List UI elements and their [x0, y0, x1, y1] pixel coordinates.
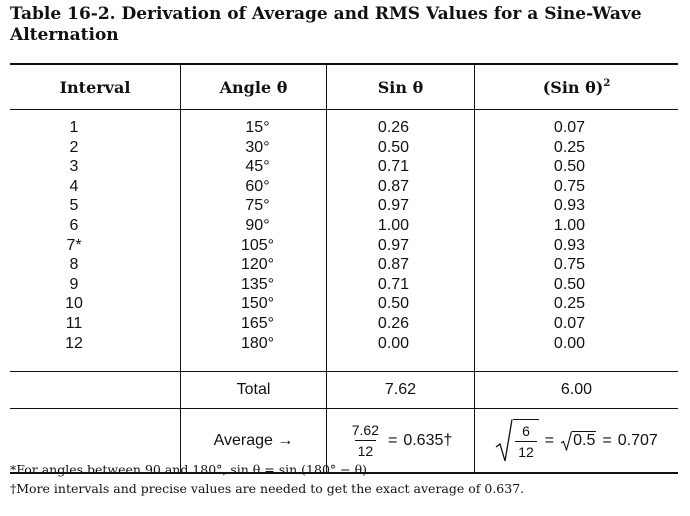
- angle-column: 15° 30° 45° 60° 75° 90° 105° 120° 135° 1…: [180, 110, 326, 371]
- average-sin-denominator: 12: [354, 440, 377, 459]
- average-sin-numerator: 7.62: [351, 422, 379, 438]
- angle-cell: 165°: [240, 314, 275, 332]
- sin-squared-cell: 1.00: [553, 216, 586, 234]
- interval-column: 1 2 3 4 5 6 7* 8 9 10 11 12: [10, 110, 180, 371]
- angle-cell: 180°: [240, 334, 275, 352]
- total-empty-cell: [10, 372, 180, 408]
- sin-cell: 0.97: [377, 236, 410, 254]
- sin-squared-cell: 0.75: [553, 256, 586, 274]
- table-footnotes: *For angles between 90 and 180°, sin θ =…: [10, 460, 680, 498]
- sin-cell: 0.26: [377, 119, 410, 136]
- average-sin-fraction: 7.62 12: [349, 422, 382, 459]
- sin-squared-cell: 0.50: [553, 275, 586, 293]
- sin-cell: 0.97: [377, 197, 410, 215]
- equals-sign: =: [387, 431, 398, 449]
- sin-cell: 0.87: [377, 256, 410, 274]
- rms-radicand: 6 12: [513, 418, 539, 463]
- interval-cell: 2: [69, 138, 79, 156]
- interval-cell: 4: [69, 177, 79, 195]
- angle-cell: 15°: [245, 119, 270, 136]
- rms-result: 0.707: [617, 431, 658, 449]
- angle-cell: 45°: [245, 158, 270, 176]
- interval-cell: 5: [69, 197, 79, 215]
- angle-cell: 105°: [240, 236, 275, 254]
- header-interval: Interval: [59, 77, 131, 97]
- radical-sign-icon: [560, 430, 573, 451]
- angle-cell: 60°: [245, 177, 270, 195]
- interval-cell: 1: [69, 119, 79, 136]
- average-sin-formula: 7.62 12 = 0.635†: [326, 409, 474, 472]
- angle-cell: 90°: [245, 216, 270, 234]
- interval-cell: 6: [69, 216, 79, 234]
- rms-square-root: 6 12: [495, 418, 539, 463]
- footnote-1: *For angles between 90 and 180°, sin θ =…: [10, 462, 371, 477]
- table-data-rows: 1 2 3 4 5 6 7* 8 9 10 11 12 15° 30° 45° …: [10, 110, 678, 372]
- sin-squared-cell: 0.25: [553, 138, 586, 156]
- sin-squared-cell: 0.75: [553, 177, 586, 195]
- equals-sign: =: [544, 431, 555, 449]
- angle-cell: 150°: [240, 295, 275, 313]
- small-square-root: 0.5: [560, 430, 597, 451]
- interval-cell: 9: [69, 275, 79, 293]
- sin-squared-column: 0.07 0.25 0.50 0.75 0.93 1.00 0.93 0.75 …: [474, 110, 678, 371]
- total-sin: 7.62: [326, 372, 474, 408]
- sin-cell: 0.71: [377, 275, 410, 293]
- rms-formula: 6 12 = 0.5 = 0.707: [474, 409, 678, 472]
- average-label: Average →: [180, 409, 326, 472]
- caption-line-2: Alternation: [10, 25, 119, 45]
- rms-numerator: 6: [522, 422, 530, 439]
- total-sin-squared: 6.00: [474, 372, 678, 408]
- total-label: Total: [180, 372, 326, 408]
- angle-cell: 30°: [245, 138, 270, 156]
- header-sin-squared-exponent: 2: [603, 77, 611, 89]
- sin-cell: 0.50: [377, 138, 410, 156]
- caption-line-1: Table 16-2. Derivation of Average and RM…: [10, 4, 642, 24]
- interval-cell: 11: [65, 314, 83, 332]
- sin-squared-cell: 0.93: [553, 236, 586, 254]
- average-row: Average → 7.62 12 = 0.635† 6: [10, 409, 678, 472]
- interval-cell: 10: [65, 295, 83, 313]
- sin-squared-cell: 0.07: [553, 119, 586, 136]
- total-row: Total 7.62 6.00: [10, 372, 678, 409]
- sine-values-table: Interval Angle θ Sin θ (Sin θ) 2 1 2 3 4 …: [10, 63, 678, 474]
- footnote-2: †More intervals and precise values are n…: [10, 481, 525, 496]
- sin-squared-cell: 0.93: [553, 197, 586, 215]
- interval-cell: 7*: [66, 236, 82, 254]
- table-caption: Table 16-2. Derivation of Average and RM…: [10, 4, 680, 46]
- average-sin-result: 0.635†: [403, 431, 453, 449]
- sin-squared-cell: 0.00: [553, 334, 586, 352]
- table-header-row: Interval Angle θ Sin θ (Sin θ) 2: [10, 65, 678, 110]
- sin-cell: 0.00: [377, 334, 410, 352]
- angle-cell: 75°: [245, 197, 270, 215]
- header-angle: Angle θ: [180, 65, 326, 109]
- header-sin-squared: (Sin θ) 2: [474, 65, 678, 109]
- small-radicand: 0.5: [572, 431, 597, 449]
- rms-fraction: 6 12: [515, 423, 537, 460]
- rms-denominator: 12: [515, 440, 537, 460]
- header-sin-squared-base: (Sin θ): [542, 77, 604, 97]
- header-sin: Sin θ: [326, 65, 474, 109]
- sin-squared-cell: 0.07: [553, 314, 586, 332]
- interval-cell: 12: [65, 334, 83, 352]
- interval-cell: 8: [69, 256, 79, 274]
- sin-cell: 0.50: [377, 295, 410, 313]
- sin-squared-cell: 0.25: [553, 295, 586, 313]
- sin-cell: 0.26: [377, 314, 410, 332]
- sin-squared-cell: 0.50: [553, 158, 586, 176]
- radical-sign-icon: [495, 418, 513, 461]
- sin-cell: 1.00: [377, 216, 410, 234]
- interval-cell: 3: [69, 158, 79, 176]
- angle-cell: 120°: [240, 256, 275, 274]
- equals-sign: =: [602, 431, 612, 449]
- sin-cell: 0.71: [377, 158, 410, 176]
- sin-cell: 0.87: [377, 177, 410, 195]
- angle-cell: 135°: [240, 275, 275, 293]
- sin-column: 0.26 0.50 0.71 0.87 0.97 1.00 0.97 0.87 …: [326, 110, 474, 371]
